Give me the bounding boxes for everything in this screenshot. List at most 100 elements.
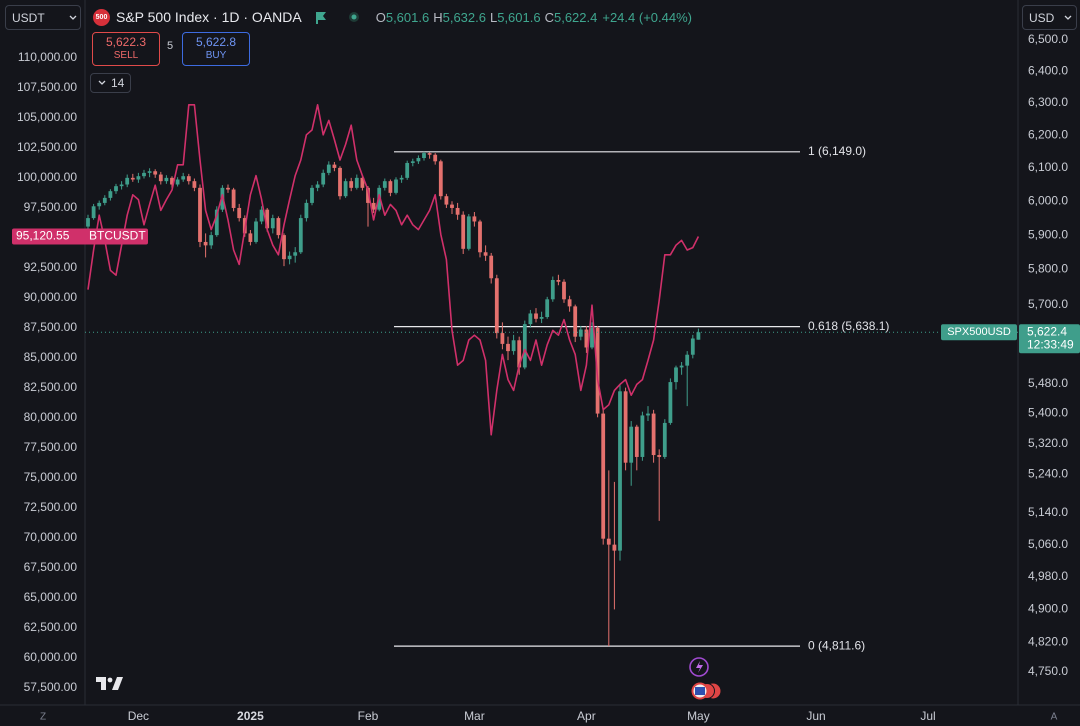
ohlc-key: O [375, 9, 386, 25]
symbol-title[interactable]: S&P 500 Index · 1D · OANDA [116, 9, 302, 25]
y2-tick-label: 6,400.0 [1028, 63, 1068, 77]
ohlc-value: 5,632.6 [442, 9, 486, 25]
currency-right-select[interactable]: USD [1022, 5, 1077, 30]
y2-tick-label: 5,480.0 [1028, 376, 1068, 390]
last-value: 95,120.55 [16, 229, 70, 243]
candle-body [438, 161, 443, 197]
y-tick-label: 102,500.00 [17, 140, 77, 154]
candle-body [405, 162, 410, 178]
countdown: 12:33:49 [1027, 337, 1074, 351]
candle-body [136, 176, 141, 180]
flag-icon[interactable] [314, 10, 328, 24]
sell-price: 5,622.3 [105, 35, 147, 49]
fib-level-label: 0.618 (5,638.1) [808, 319, 889, 333]
candle-body [573, 306, 578, 337]
y2-tick-label: 5,700.0 [1028, 297, 1068, 311]
series-name-tag [941, 324, 1017, 341]
candle-body [433, 154, 438, 162]
candle-body [657, 455, 662, 457]
candle-body [192, 181, 197, 188]
candle-body [108, 191, 113, 198]
candle-body [349, 181, 354, 188]
candle-body [427, 153, 432, 155]
candle-body [679, 365, 684, 368]
candle-body [326, 164, 331, 173]
currency-left-select[interactable]: USDT [5, 5, 81, 30]
y-tick-label: 92,500.00 [24, 260, 78, 274]
candle-body [466, 216, 471, 249]
x-tick-label: Apr [577, 709, 596, 723]
candle-body [310, 187, 314, 203]
event-icons [689, 657, 721, 700]
y-tick-label: 65,000.00 [24, 590, 78, 604]
candle-body [119, 184, 124, 187]
sell-button[interactable]: 5,622.3 SELL [92, 32, 160, 66]
auto-scale-button[interactable]: A [1051, 712, 1058, 723]
y2-tick-label: 6,300.0 [1028, 95, 1068, 109]
candle-body [198, 187, 202, 242]
x-tick-label: Feb [358, 709, 379, 723]
candle-body [237, 207, 242, 219]
candle-body [125, 177, 130, 185]
indicator-toggle[interactable]: 14 [90, 73, 131, 93]
candle-body [186, 176, 191, 182]
candle-body [634, 426, 639, 457]
candle-body [276, 218, 281, 236]
candle-body [164, 177, 169, 182]
candle-body [556, 280, 561, 282]
y2-tick-label: 5,900.0 [1028, 227, 1068, 241]
status-dot [348, 12, 359, 22]
candle-body [623, 391, 628, 463]
ohlc-value: 5,622.4 [553, 9, 598, 25]
candle-body [304, 202, 309, 219]
zoom-button[interactable]: Z [40, 712, 46, 723]
candle-body [550, 280, 555, 300]
y2-tick-label: 6,200.0 [1028, 127, 1068, 141]
candle-body [388, 181, 393, 193]
candle-body [181, 176, 186, 180]
y2-tick-label: 5,060.0 [1028, 537, 1068, 551]
y-tick-label: 57,500.00 [24, 680, 78, 694]
y-tick-label: 110,000.00 [18, 50, 77, 64]
y2-tick-label: 6,100.0 [1028, 160, 1068, 174]
y2-tick-label: 5,800.0 [1028, 262, 1068, 276]
candle-body [175, 179, 180, 185]
candle-body [651, 413, 656, 456]
y2-tick-label: 4,750.0 [1028, 664, 1068, 678]
marks-layer [85, 104, 1018, 647]
candle-body [696, 332, 701, 340]
currency-right: USD [1029, 10, 1055, 25]
fib-level-label: 0 (4,811.6) [808, 638, 865, 652]
candle-body [287, 255, 292, 260]
candle-body [220, 187, 225, 210]
candle-body [685, 354, 690, 366]
candle-body [511, 340, 516, 352]
y2-tick-label: 6,500.0 [1028, 32, 1068, 46]
fib-layer: 1 (6,149.0) 0.618 (5,638.1) 0 (4,811.6) [394, 144, 889, 652]
candle-body [674, 367, 678, 383]
y-tick-label: 70,000.00 [24, 530, 78, 544]
candle-body [483, 252, 488, 256]
y-tick-label: 85,000.00 [24, 350, 78, 364]
y2-tick-label: 5,400.0 [1028, 406, 1068, 420]
y-tick-label: 62,500.00 [24, 620, 78, 634]
candle-body [662, 422, 667, 457]
chevron [98, 80, 106, 85]
candle-body [270, 218, 275, 229]
buy-button[interactable]: 5,622.8 BUY [182, 32, 250, 66]
candle-body [282, 235, 286, 260]
candle-body [203, 241, 208, 246]
ohlc: O 5,601.6 H 5,632.6 L 5,601.6 C 5,622.4 +24.… [372, 10, 692, 25]
series-name: SPX500USD [947, 326, 1011, 338]
spread: 5 [167, 40, 174, 52]
candle-body [338, 167, 342, 197]
candle-body [629, 426, 634, 463]
last-price: 5,622.4 [1027, 324, 1067, 338]
candle-body [102, 197, 107, 203]
candle-body [114, 186, 118, 192]
y-tick-label: 97,500.00 [24, 200, 78, 214]
candle-body [360, 177, 365, 188]
